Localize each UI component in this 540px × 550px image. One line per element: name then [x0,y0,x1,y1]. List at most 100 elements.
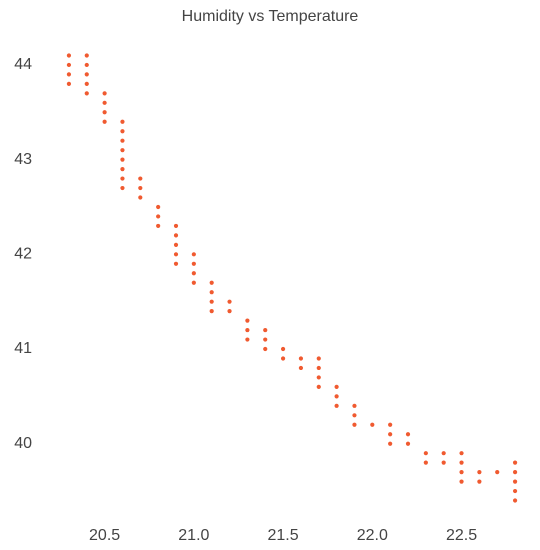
data-point [388,441,393,446]
data-point [191,271,196,276]
x-tick-label: 21.0 [178,527,209,544]
data-point [334,403,339,408]
data-point [334,394,339,399]
data-point [352,413,357,418]
data-point [227,299,232,304]
data-point [370,422,375,427]
data-point [263,346,268,352]
data-point [352,403,357,408]
data-point [459,479,464,484]
data-point [102,110,107,115]
data-point [280,356,286,361]
data-point [316,365,321,371]
y-axis-tick-labels: 40 41 42 43 44 [14,56,32,452]
data-point [173,261,179,266]
data-point [66,81,72,86]
data-point [512,470,518,475]
data-point [156,223,161,229]
y-tick-label: 43 [14,151,32,168]
data-point [495,470,500,475]
data-point [209,280,214,285]
y-tick-label: 40 [14,435,32,452]
data-point [120,138,125,143]
data-point [84,81,89,86]
data-point [173,252,179,257]
data-point [316,384,321,389]
data-point [441,451,446,456]
data-point [388,422,393,427]
data-point [512,488,518,494]
x-axis-tick-labels: 20.5 21.0 21.5 22.0 22.5 [89,527,477,544]
data-point [120,119,125,124]
data-point [352,422,357,427]
data-point [477,479,482,484]
data-point [102,119,107,124]
data-point [512,498,518,503]
data-point [84,91,89,96]
data-point [84,72,89,77]
data-point [66,62,72,68]
data-point [120,148,125,153]
data-point [173,233,179,238]
data-point [120,176,125,181]
data-point [66,53,72,58]
data-point [316,356,321,361]
chart-title: Humidity vs Temperature [181,8,359,25]
data-point [138,185,143,191]
data-point [245,337,250,342]
data-point [441,460,446,465]
data-point [138,176,143,181]
data-point [209,290,214,295]
data-point [84,62,89,68]
data-point [173,223,179,229]
x-tick-label: 22.5 [446,527,477,544]
data-point [512,479,518,484]
data-point [102,91,107,96]
data-point [245,327,250,333]
data-point [84,53,89,58]
data-point [209,299,214,304]
data-point [263,327,268,333]
data-point [512,460,518,465]
data-point [66,72,72,77]
data-point [298,356,304,361]
data-point [120,129,125,134]
data-point [405,441,411,446]
x-tick-label: 20.5 [89,527,120,544]
data-point [227,309,232,314]
data-point [388,432,393,437]
data-point [263,337,268,342]
data-point [280,346,286,352]
data-point [191,261,196,266]
data-point [191,280,196,285]
data-point [477,470,482,475]
y-tick-label: 42 [14,246,32,263]
data-point [102,100,107,105]
data-point [423,451,428,456]
data-point [316,375,321,380]
data-point [156,214,161,219]
data-point [459,470,464,475]
data-point [120,157,125,162]
y-tick-label: 41 [14,340,32,357]
x-tick-label: 21.5 [268,527,299,544]
x-tick-label: 22.0 [357,527,388,544]
data-point [405,432,411,437]
data-point [191,252,196,257]
data-point [423,460,428,465]
data-point [459,451,464,456]
data-point [138,195,143,200]
y-tick-label: 44 [14,56,32,73]
data-point [334,384,339,389]
data-point [459,460,464,465]
data-point [120,167,125,172]
data-point [120,185,125,191]
data-point [209,309,214,314]
data-point [298,365,304,371]
data-points [66,53,518,503]
data-point [156,204,161,210]
data-point [245,318,250,323]
data-point [173,242,179,247]
